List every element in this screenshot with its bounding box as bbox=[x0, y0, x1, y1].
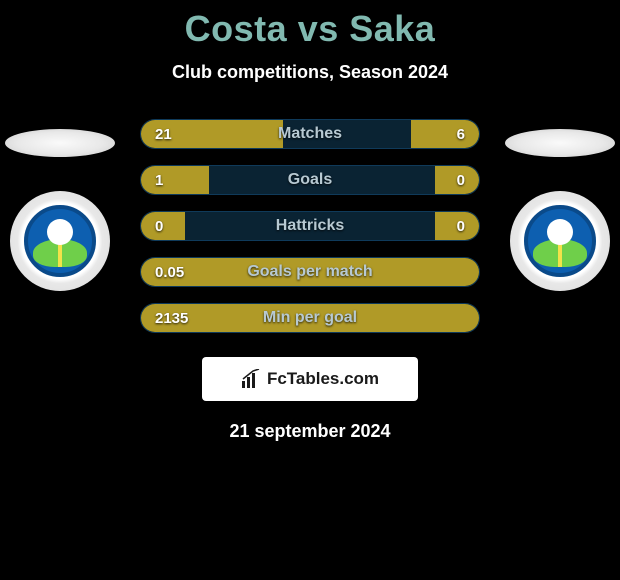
stat-bar: 0.05 Goals per match bbox=[140, 257, 480, 287]
team-badge-left bbox=[10, 191, 110, 291]
stat-bar: 21 6 Matches bbox=[140, 119, 480, 149]
stats-area: 21 6 Matches 1 0 Goals 0 0 Hattricks 0.05 Goals pe… bbox=[0, 119, 620, 333]
stat-label: Goals per match bbox=[247, 263, 372, 281]
team-badge-right bbox=[510, 191, 610, 291]
stat-left-value: 1 bbox=[155, 172, 163, 189]
stat-bar: 1 0 Goals bbox=[140, 165, 480, 195]
club-crest-icon bbox=[524, 205, 596, 277]
stat-right-value: 0 bbox=[457, 172, 465, 189]
stat-label: Hattricks bbox=[276, 217, 344, 235]
stat-label: Goals bbox=[288, 171, 332, 189]
brand-badge[interactable]: FcTables.com bbox=[202, 357, 418, 401]
stat-label: Min per goal bbox=[263, 309, 357, 327]
stat-bar: 2135 Min per goal bbox=[140, 303, 480, 333]
player-right-column bbox=[500, 119, 620, 291]
page-title: Costa vs Saka bbox=[0, 8, 620, 50]
stat-left-value: 0 bbox=[155, 218, 163, 235]
stat-right-value: 6 bbox=[457, 126, 465, 143]
stat-left-value: 2135 bbox=[155, 310, 188, 327]
club-crest-icon bbox=[24, 205, 96, 277]
page-subtitle: Club competitions, Season 2024 bbox=[0, 62, 620, 83]
comparison-card: Costa vs Saka Club competitions, Season … bbox=[0, 0, 620, 442]
date-label: 21 september 2024 bbox=[0, 421, 620, 442]
stat-left-value: 0.05 bbox=[155, 264, 184, 281]
flag-icon bbox=[505, 129, 615, 157]
brand-text: FcTables.com bbox=[267, 369, 379, 389]
stat-left-segment: 21 bbox=[141, 120, 283, 148]
stat-right-segment: 6 bbox=[411, 120, 479, 148]
stat-right-segment: 0 bbox=[435, 166, 479, 194]
stat-left-value: 21 bbox=[155, 126, 172, 143]
stat-left-segment: 0 bbox=[141, 212, 185, 240]
stat-left-segment: 1 bbox=[141, 166, 209, 194]
player-left-column bbox=[0, 119, 120, 291]
stat-bar: 0 0 Hattricks bbox=[140, 211, 480, 241]
stat-right-value: 0 bbox=[457, 218, 465, 235]
bar-chart-icon bbox=[241, 369, 261, 389]
stat-right-segment: 0 bbox=[435, 212, 479, 240]
stat-label: Matches bbox=[278, 125, 342, 143]
flag-icon bbox=[5, 129, 115, 157]
stat-bars: 21 6 Matches 1 0 Goals 0 0 Hattricks 0.05 Goals pe… bbox=[140, 119, 480, 333]
